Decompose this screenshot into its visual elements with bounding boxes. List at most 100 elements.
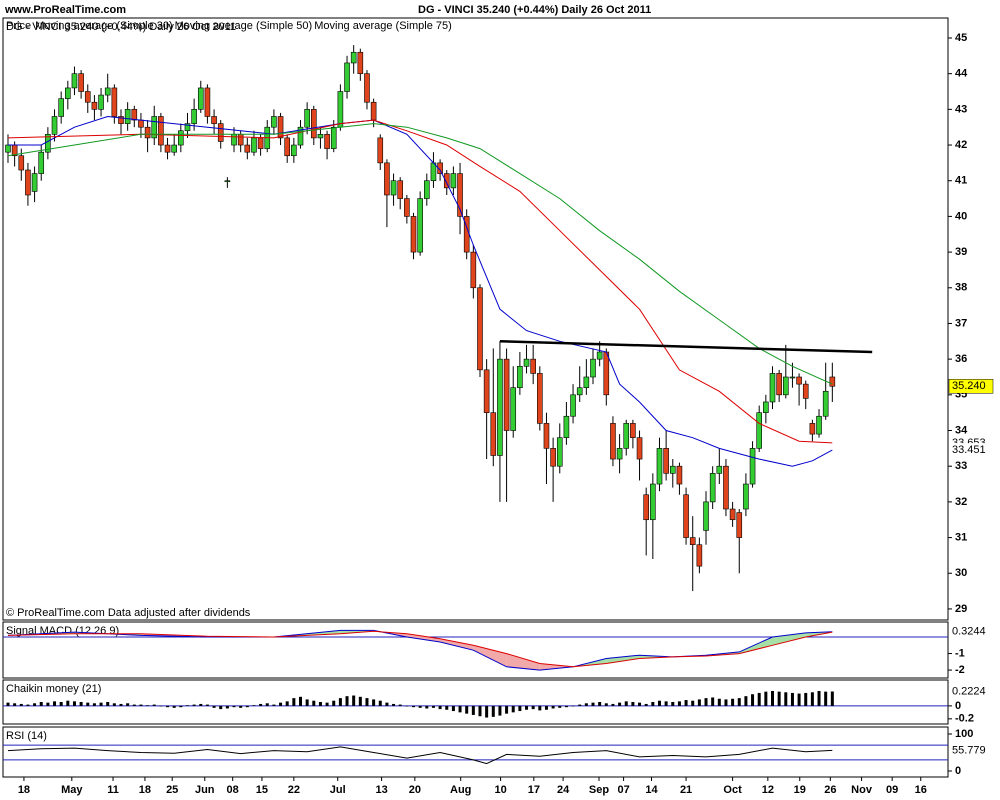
bar	[412, 705, 416, 708]
candle-body	[656, 448, 663, 485]
candle-body	[84, 91, 91, 103]
bar	[159, 705, 163, 707]
bar	[418, 705, 422, 708]
candle-body	[596, 351, 603, 360]
candle-body	[58, 98, 64, 117]
candle-body	[178, 130, 184, 146]
bar	[564, 705, 568, 708]
candle-body	[204, 87, 211, 117]
bar	[551, 705, 555, 709]
candle-body	[78, 73, 84, 92]
legend-entry: Moving average (Simple 75)	[314, 20, 452, 32]
x-tick-label: Nov	[851, 784, 873, 796]
bar	[139, 704, 143, 706]
panel-title: RSI (14)	[6, 730, 47, 742]
candle-body	[636, 437, 643, 460]
candle-body	[696, 544, 703, 567]
candle-body	[131, 109, 138, 121]
y-tick-label: 34	[955, 424, 968, 436]
candle-body	[503, 358, 510, 431]
x-tick-label: Jun	[195, 784, 215, 796]
bar	[804, 692, 808, 706]
candle-body	[397, 180, 404, 199]
x-tick-label: 18	[139, 784, 151, 796]
x-tick-label: 26	[824, 784, 836, 796]
bar	[245, 705, 249, 708]
bar	[744, 696, 748, 706]
candle-body	[184, 123, 191, 132]
y-tick-label: 44	[955, 68, 968, 80]
bar	[544, 705, 548, 710]
bar	[764, 691, 768, 706]
candle-body	[570, 394, 576, 417]
bar	[711, 697, 715, 706]
candle-body	[676, 465, 683, 485]
candle-body	[211, 116, 217, 124]
bar	[79, 702, 83, 706]
x-tick-label: 14	[645, 784, 658, 796]
bar	[757, 692, 761, 706]
candle-body	[650, 483, 656, 521]
bar	[272, 704, 276, 706]
bar	[531, 705, 535, 710]
x-tick-label: 17	[528, 784, 540, 796]
bar	[631, 702, 635, 706]
panel-frame	[2, 17, 949, 621]
bar	[571, 705, 575, 707]
bar	[677, 701, 681, 706]
bar	[538, 705, 542, 711]
y-tick-label: -2	[955, 664, 965, 676]
candle-body	[603, 351, 610, 396]
bar	[152, 704, 156, 706]
bar	[704, 698, 708, 706]
indicator-line	[7, 630, 833, 668]
candle-body	[450, 173, 457, 189]
bar	[358, 696, 362, 706]
y-tick-label: 38	[955, 282, 967, 294]
y-tick-label: -0.2	[955, 713, 974, 725]
x-tick-label: May	[61, 784, 83, 796]
bar	[192, 704, 196, 706]
last-value-box	[949, 624, 993, 639]
x-tick-label: 13	[375, 784, 387, 796]
legend-entry: Moving average (Simple 50)	[175, 20, 313, 32]
candle-body	[51, 116, 58, 135]
bar	[830, 691, 834, 706]
bar	[638, 702, 642, 706]
candle-body	[324, 134, 330, 149]
y-tick-label: 42	[955, 139, 967, 151]
last-value-label: 55.779	[952, 744, 986, 756]
bar	[146, 705, 150, 706]
candle-body	[91, 101, 98, 110]
bar	[810, 692, 814, 706]
candle-body	[224, 180, 231, 183]
bar	[365, 698, 369, 706]
bar	[92, 703, 96, 706]
bar	[232, 705, 236, 708]
candle-body	[543, 423, 550, 449]
candle-body	[583, 376, 590, 388]
last-value-box	[949, 684, 993, 699]
bar	[166, 705, 170, 708]
bar	[624, 701, 628, 706]
x-tick-label: 20	[409, 784, 421, 796]
candle-body	[763, 401, 769, 413]
bar	[651, 702, 655, 706]
indicator-line	[7, 629, 833, 671]
bar	[13, 703, 17, 706]
panel-frame	[2, 726, 949, 778]
bar	[498, 705, 502, 716]
candle-body	[517, 365, 523, 388]
bar	[684, 700, 688, 706]
last-value-label: 33.451	[952, 444, 986, 456]
candle-body	[417, 198, 423, 253]
candle-body	[310, 109, 317, 139]
candle-body	[370, 101, 377, 121]
bar	[485, 705, 489, 718]
bar	[33, 703, 37, 706]
candle-body	[776, 373, 782, 396]
bar	[505, 705, 509, 714]
bar	[318, 702, 322, 706]
candle-body	[510, 387, 517, 431]
